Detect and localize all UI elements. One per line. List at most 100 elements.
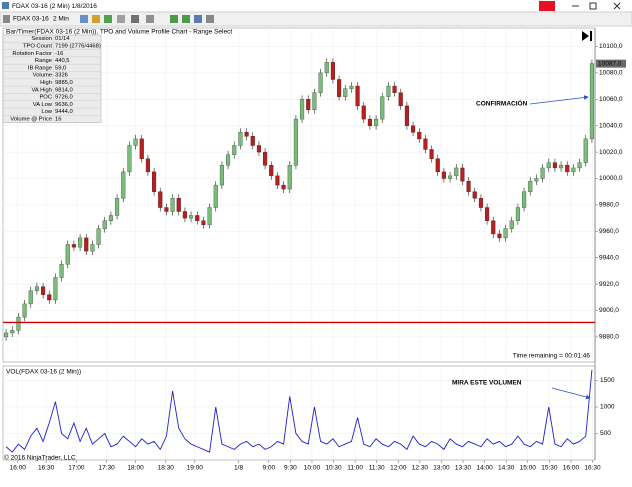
candle-body bbox=[275, 175, 280, 186]
candle-body bbox=[515, 207, 520, 221]
x-tick-label: 10:00 bbox=[304, 465, 321, 472]
x-tick-label: 11:30 bbox=[369, 465, 385, 472]
candle-body bbox=[195, 215, 200, 221]
tool-icon[interactable] bbox=[131, 15, 139, 23]
tool-icon[interactable] bbox=[117, 15, 125, 23]
play-icon[interactable] bbox=[582, 31, 589, 41]
instrument[interactable]: FDAX 03-16 bbox=[13, 16, 49, 23]
candle-body bbox=[213, 184, 218, 208]
info-value: 59,0 bbox=[55, 65, 66, 71]
candle-body bbox=[78, 237, 83, 248]
info-value: 01/14 bbox=[55, 36, 70, 42]
candle-body bbox=[571, 167, 576, 173]
candle-body bbox=[435, 158, 440, 173]
candle-body bbox=[454, 167, 459, 177]
y-tick-label: 500 bbox=[600, 430, 611, 437]
info-value: 16 bbox=[55, 116, 61, 122]
candle-body bbox=[441, 171, 446, 179]
x-tick-label: 13:30 bbox=[455, 465, 472, 472]
y-tick-label: 10060,0 bbox=[599, 96, 623, 103]
candle-body bbox=[219, 165, 224, 186]
tool-icon[interactable] bbox=[146, 15, 154, 23]
candle-body bbox=[65, 244, 70, 265]
candle-body bbox=[207, 207, 212, 225]
candle-body bbox=[59, 264, 64, 278]
y-tick-label: 9880,0 bbox=[599, 334, 619, 341]
interval[interactable]: 2 Min bbox=[53, 16, 69, 23]
x-tick-label: 10:30 bbox=[325, 465, 342, 472]
candle-body bbox=[232, 145, 237, 155]
maximize[interactable] bbox=[589, 2, 597, 10]
candle-body bbox=[448, 175, 453, 179]
time-remaining: Time remaining = 00:01:46 bbox=[513, 353, 591, 360]
tool-icon[interactable] bbox=[182, 15, 190, 23]
x-tick-label: 16:30 bbox=[38, 465, 55, 472]
candle-body bbox=[460, 167, 465, 182]
candle-body bbox=[318, 72, 323, 93]
candle-body bbox=[47, 294, 52, 301]
info-label: VA Low bbox=[33, 102, 53, 108]
candle-body bbox=[398, 92, 403, 107]
info-value: 9636,0 bbox=[55, 102, 73, 108]
candle-body bbox=[115, 198, 120, 216]
candle-body bbox=[96, 228, 101, 245]
candle-body bbox=[417, 132, 422, 140]
x-tick-label: 16:00 bbox=[10, 465, 27, 472]
candle-body bbox=[10, 330, 15, 334]
candle-body bbox=[491, 220, 496, 235]
x-tick-label: 9:00 bbox=[262, 465, 275, 472]
y-tick-label: 10100,0 bbox=[599, 43, 623, 50]
candle-body bbox=[189, 215, 194, 219]
candle-body bbox=[423, 138, 428, 150]
x-tick-label: 14:30 bbox=[498, 465, 515, 472]
annotation-arrow bbox=[551, 387, 591, 400]
info-label: Volume @ Price bbox=[10, 116, 52, 122]
candle-body bbox=[41, 286, 46, 295]
y-tick-label: 10040,0 bbox=[599, 122, 623, 129]
candle-body bbox=[429, 149, 434, 159]
red-button[interactable] bbox=[539, 1, 555, 11]
candle-body bbox=[478, 198, 483, 208]
info-value: 9885,0 bbox=[55, 80, 73, 86]
candle-body bbox=[552, 162, 557, 169]
candle-body bbox=[374, 118, 379, 126]
candle-body bbox=[281, 184, 286, 190]
candle-body bbox=[158, 191, 163, 208]
x-tick-label: 16:30 bbox=[584, 465, 601, 472]
close[interactable] bbox=[613, 2, 621, 10]
tool-icon[interactable] bbox=[80, 15, 88, 23]
candle-body bbox=[90, 244, 95, 252]
tool-icon[interactable] bbox=[92, 15, 100, 23]
candle-body bbox=[121, 171, 126, 199]
candle-body bbox=[355, 85, 360, 107]
tool-icon[interactable] bbox=[194, 15, 202, 23]
annotation: MIRA ESTE VOLUMEN bbox=[452, 380, 522, 387]
candle-body bbox=[53, 277, 58, 301]
tool-icon[interactable] bbox=[104, 15, 112, 23]
tool-icon[interactable] bbox=[3, 15, 10, 23]
candle-body bbox=[176, 198, 181, 212]
candle-body bbox=[534, 178, 539, 182]
candle-body bbox=[522, 191, 527, 208]
x-tick-label: 15:00 bbox=[520, 465, 537, 472]
price-panel bbox=[2, 27, 596, 363]
candle-body bbox=[250, 136, 255, 146]
candle-body bbox=[392, 85, 397, 93]
candle-body bbox=[509, 220, 514, 229]
candle-body bbox=[22, 303, 27, 318]
candle-body bbox=[28, 290, 33, 305]
tool-icon[interactable] bbox=[206, 15, 214, 23]
candle-body bbox=[324, 62, 329, 74]
x-tick-label: 18:30 bbox=[158, 465, 175, 472]
candle-body bbox=[380, 96, 385, 120]
candle-body bbox=[4, 332, 9, 338]
candle-body bbox=[583, 138, 588, 163]
info-label: Session bbox=[31, 36, 52, 42]
play-icon-bar[interactable] bbox=[590, 31, 592, 41]
tool-icon[interactable] bbox=[170, 15, 178, 23]
y-tick-label: 1500 bbox=[600, 377, 615, 384]
annotation: CONFIRMACIÓN bbox=[476, 99, 528, 108]
candle-body bbox=[300, 99, 305, 120]
candle-body bbox=[337, 79, 342, 97]
y-tick-label: 10020,0 bbox=[599, 149, 623, 156]
